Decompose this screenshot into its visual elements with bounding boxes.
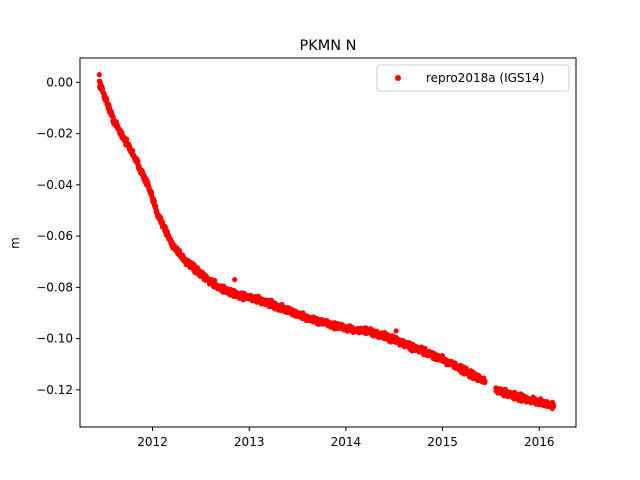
data-point: [124, 136, 130, 142]
chart-title: PKMN N: [299, 38, 356, 54]
data-point-outlier: [96, 72, 102, 78]
data-point-outlier: [393, 328, 399, 334]
x-tick-label: 2015: [427, 435, 458, 449]
x-tick-label: 2016: [524, 435, 555, 449]
data-point: [151, 198, 157, 205]
data-point: [482, 378, 488, 384]
x-tick-label: 2013: [234, 435, 265, 449]
x-tick-label: 2014: [331, 435, 362, 449]
y-axis: 0.00 −0.02 −0.04 −0.06 −0.08 −0.10 −0.12: [36, 75, 80, 397]
x-axis: 2012 2013 2014 2015 2016: [137, 427, 555, 449]
y-tick-label: −0.04: [36, 178, 73, 192]
data-point: [130, 148, 136, 154]
legend-marker: [395, 75, 401, 81]
y-axis-label: m: [8, 237, 22, 249]
x-tick-label: 2012: [137, 435, 168, 449]
data-points: [96, 72, 557, 412]
y-tick-label: −0.12: [36, 383, 73, 397]
y-tick-label: −0.02: [36, 127, 73, 141]
plot-frame: [79, 57, 577, 428]
y-tick-label: −0.10: [36, 332, 73, 346]
y-tick-label: 0.00: [46, 75, 73, 89]
legend-frame: [376, 64, 570, 92]
data-point: [135, 158, 141, 164]
data-point: [550, 402, 557, 409]
data-point: [212, 277, 218, 284]
legend: repro2018a (IGS14): [376, 64, 570, 92]
y-tick-label: −0.08: [36, 280, 73, 294]
legend-label: repro2018a (IGS14): [426, 71, 544, 85]
data-point: [149, 190, 155, 196]
data-point-outlier: [232, 277, 238, 283]
y-tick-label: −0.06: [36, 229, 73, 243]
